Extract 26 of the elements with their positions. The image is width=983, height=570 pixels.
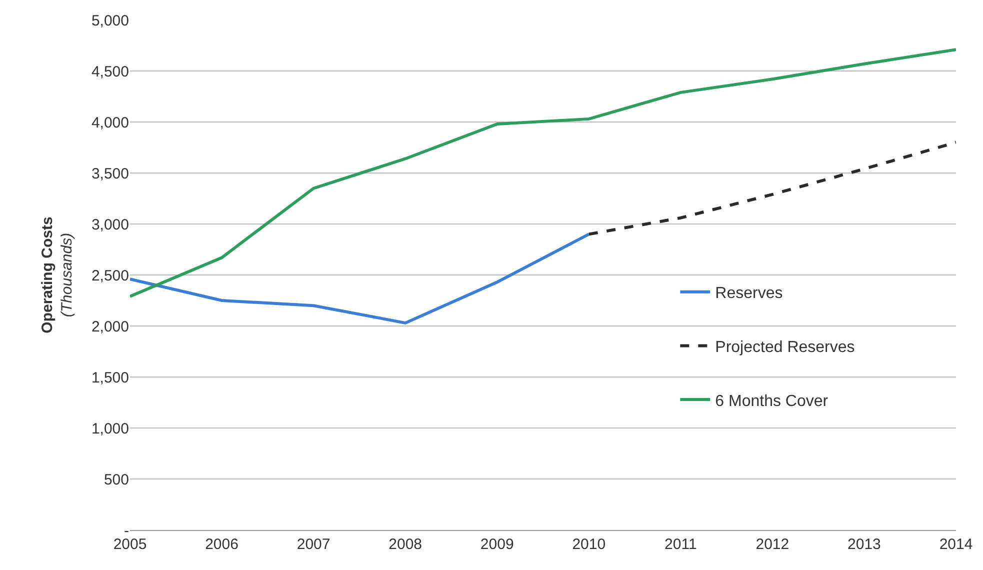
y-axis-title: Operating Costs (Thousands) (39, 216, 76, 334)
x-tick-label: 2011 (664, 536, 697, 553)
y-tick-label: 4,000 (91, 114, 129, 132)
y-tick-label: 5,000 (91, 12, 129, 30)
line-series (130, 48, 956, 298)
line-series (130, 232, 590, 324)
x-tick-label: 2014 (939, 536, 973, 553)
y-tick-label: 2,000 (91, 318, 129, 336)
x-tick-label: 2013 (848, 536, 881, 553)
x-tick-label: 2012 (756, 536, 790, 553)
y-tick-label: 3,000 (91, 216, 129, 234)
line-series (587, 140, 956, 236)
x-tick-label: 2007 (296, 536, 330, 553)
x-tick-label: 2009 (480, 536, 514, 553)
y-tick-label: 3,500 (91, 165, 129, 182)
x-tick-label: 2006 (205, 536, 238, 553)
x-tick-label: 2008 (388, 536, 422, 553)
legend-label: Projected Reserves (715, 338, 855, 356)
legend-label: Reserves (715, 285, 783, 302)
y-tick-label: 4,500 (91, 63, 129, 80)
y-tick-label: 1,500 (91, 369, 129, 386)
y-tick-label: 500 (104, 471, 129, 488)
legend-label: 6 Months Cover (715, 392, 829, 410)
y-tick-label: 2,500 (91, 267, 129, 284)
y-tick-label: 1,000 (91, 420, 129, 438)
x-tick-label: 2010 (572, 536, 606, 553)
